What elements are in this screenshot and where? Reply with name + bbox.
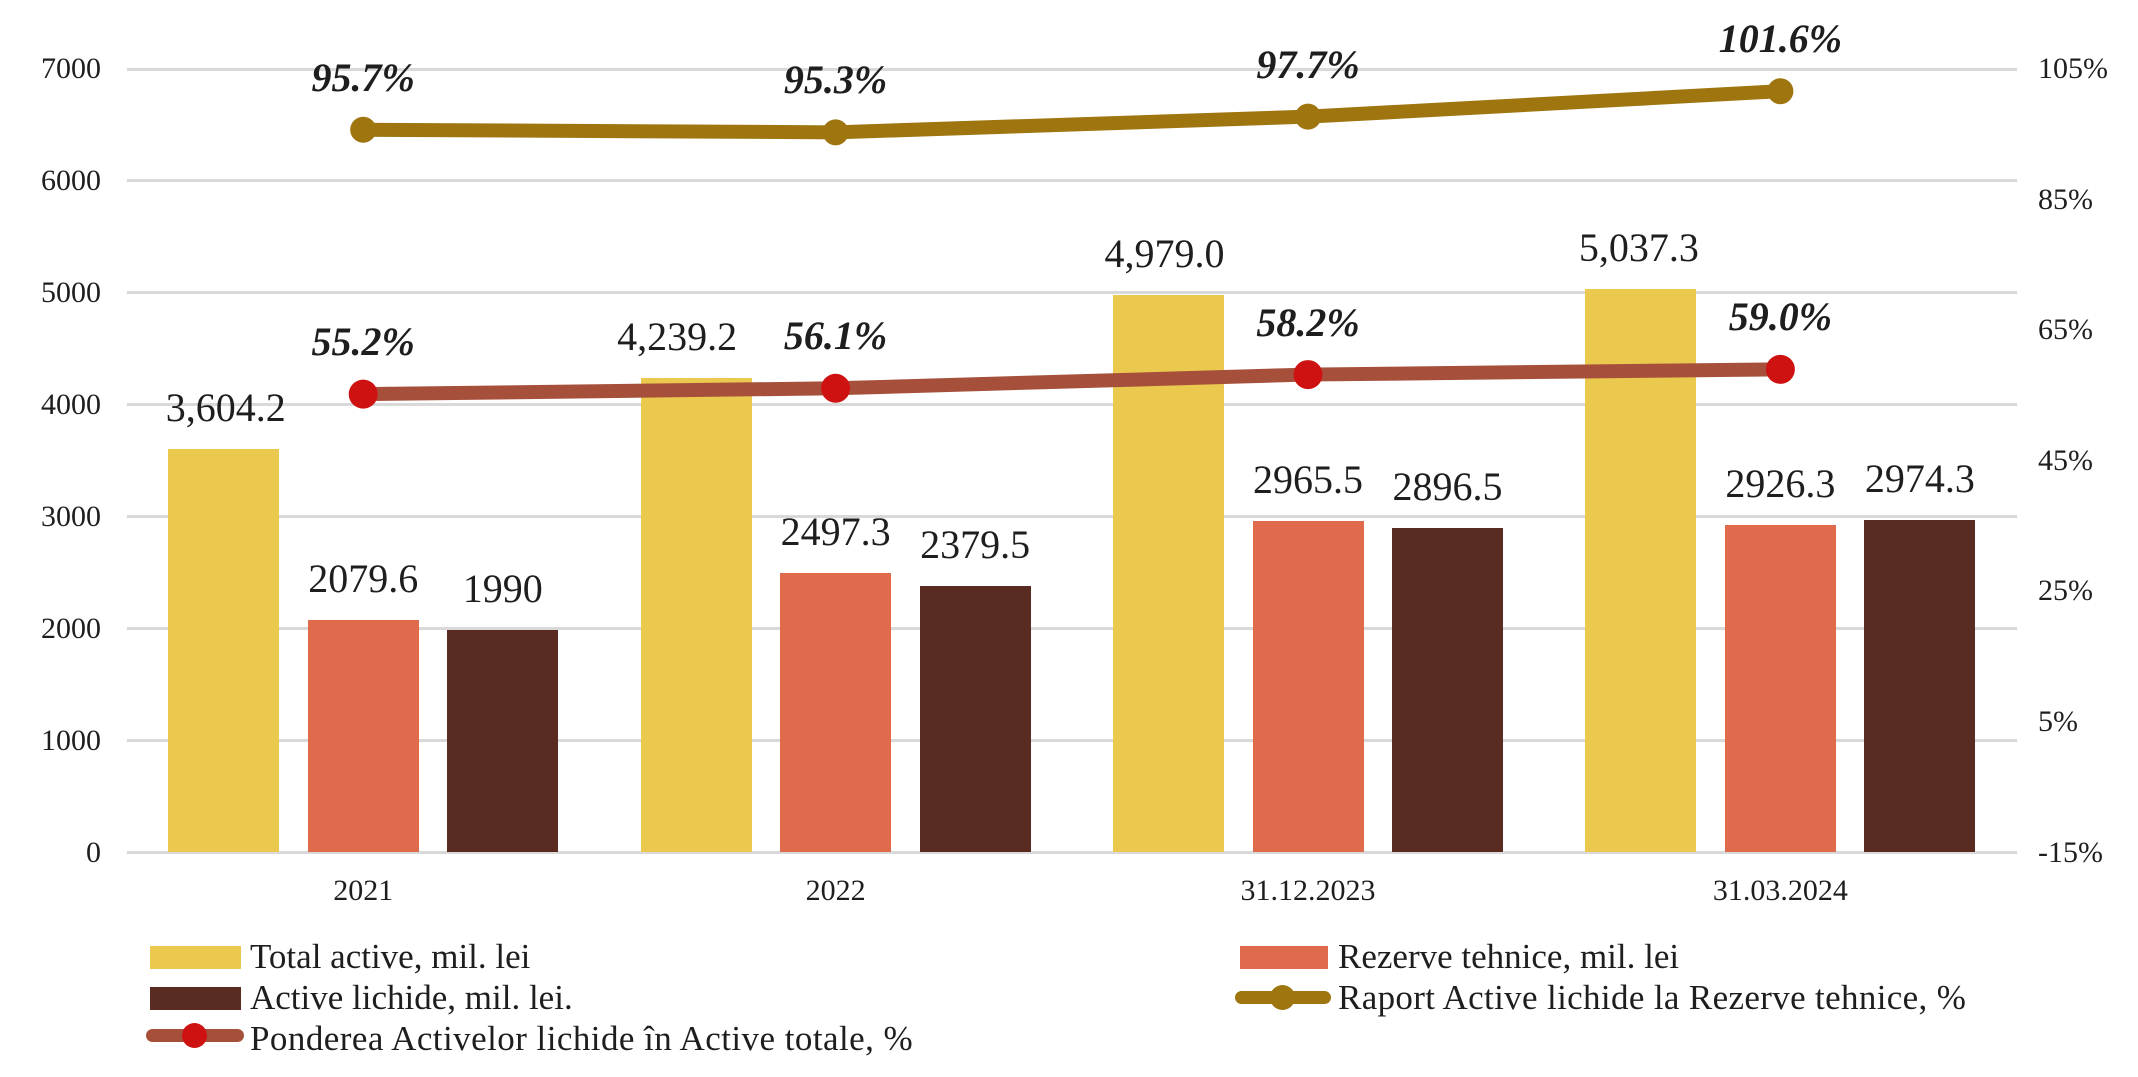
bar-label-active-lichide-31-12-2023: 2896.5: [1392, 464, 1503, 510]
gridline-2000: [127, 627, 2017, 631]
legend-dot-raport: [1270, 985, 1295, 1010]
legend-label-ponderea: Ponderea Activelor lichide în Active tot…: [250, 1018, 914, 1058]
xtick-2021: 2021: [333, 874, 394, 907]
gridline-6000: [127, 179, 2017, 183]
pct-label-raport-2021: 95.7%: [311, 54, 415, 100]
ytick-right-45: 45%: [2038, 443, 2093, 477]
gridline-5000: [127, 291, 2017, 295]
bar-total-active-31-12-2023: [1113, 295, 1224, 852]
legend-label-raport: Raport Active lichide la Rezerve tehnice…: [1338, 977, 1967, 1017]
ytick-right-25: 25%: [2038, 574, 2093, 608]
xtick-31-12-2023: 31.12.2023: [1240, 874, 1376, 907]
ytick-left-3000: 3000: [41, 499, 101, 533]
legend-swatch-total-active: [150, 946, 241, 969]
bar-rezerve-tehnice-31-12-2023: [1252, 520, 1364, 852]
gridline-4000: [127, 403, 2017, 407]
ytick-right-15: -15%: [2038, 835, 2103, 869]
ytick-left-2000: 2000: [41, 611, 101, 645]
ytick-left-1000: 1000: [41, 723, 101, 757]
bar-total-active-31-03-2024: [1585, 288, 1697, 852]
bar-rezerve-tehnice-31-03-2024: [1724, 524, 1836, 852]
bar-total-active-2021: [168, 449, 280, 852]
legend-label-total-active: Total active, mil. lei: [250, 936, 531, 976]
ytick-left-0: 0: [86, 835, 101, 869]
bar-total-active-2022: [640, 378, 752, 852]
pct-label-raport-31-03-2024: 101.6%: [1718, 16, 1843, 62]
ytick-left-6000: 6000: [41, 163, 101, 197]
bar-label-active-lichide-2022: 2379.5: [920, 522, 1031, 568]
bar-label-total-active-2021: 3,604.2: [165, 385, 286, 431]
pct-label-ponderea-2021: 55.2%: [311, 319, 415, 365]
ytick-right-105: 105%: [2038, 52, 2108, 85]
ytick-left-7000: 7000: [41, 52, 101, 85]
marker-ponderea-2022: [821, 373, 851, 403]
marker-raport-2021: [350, 116, 377, 143]
bar-active-lichide-2022: [919, 586, 1031, 852]
line-raport-active-lichide-la-rezerve-tehnice: [363, 84, 1781, 140]
marker-raport-31-12-2023: [1295, 103, 1321, 130]
ytick-right-5: 5%: [2038, 704, 2078, 738]
bar-label-total-active-31-12-2023: 4,979.0: [1104, 231, 1225, 277]
marker-ponderea-31-03-2024: [1765, 354, 1795, 384]
bar-label-rezerve-tehnice-2021: 2079.6: [308, 555, 419, 601]
gridline-1000: [127, 739, 2017, 743]
bar-label-total-active-2022: 4,239.2: [617, 314, 738, 360]
xtick-2022: 2022: [805, 874, 866, 907]
gridline-3000: [127, 515, 2017, 519]
bar-active-lichide-2021: [447, 629, 559, 852]
pct-label-ponderea-2022: 56.1%: [783, 313, 888, 359]
bar-label-rezerve-tehnice-2022: 2497.3: [780, 508, 891, 554]
marker-ponderea-31-12-2023: [1293, 360, 1323, 390]
marker-ponderea-2021: [348, 379, 378, 409]
legend-label-rezerve-tehnice: Rezerve tehnice, mil. lei: [1338, 936, 1680, 976]
marker-raport-31-03-2024: [1767, 78, 1794, 105]
bar-active-lichide-31-12-2023: [1392, 528, 1503, 852]
bar-active-lichide-31-03-2024: [1864, 519, 1976, 852]
pct-label-raport-31-12-2023: 97.7%: [1256, 41, 1360, 87]
gridline-7000: [127, 67, 2017, 71]
bar-label-rezerve-tehnice-31-12-2023: 2965.5: [1253, 456, 1363, 502]
xtick-31-03-2024: 31.03.2024: [1712, 874, 1848, 907]
marker-raport-2022: [822, 119, 849, 146]
bar-label-total-active-31-03-2024: 5,037.3: [1578, 224, 1699, 270]
bar-label-active-lichide-2021: 1990: [462, 565, 543, 611]
pct-label-raport-2022: 95.3%: [783, 57, 888, 103]
gridline-0: [127, 851, 2017, 854]
bar-rezerve-tehnice-2021: [307, 619, 419, 852]
ytick-right-65: 65%: [2038, 313, 2093, 347]
bar-rezerve-tehnice-2022: [780, 572, 892, 852]
legend-swatch-active-lichide: [150, 987, 241, 1010]
pct-label-ponderea-31-12-2023: 58.2%: [1256, 299, 1360, 345]
legend-dot-ponderea: [182, 1023, 207, 1048]
ytick-left-4000: 4000: [41, 387, 101, 421]
ytick-left-5000: 5000: [41, 275, 101, 309]
legend-swatch-rezerve-tehnice: [1240, 946, 1328, 969]
bar-label-active-lichide-31-03-2024: 2974.3: [1864, 455, 1975, 501]
bar-label-rezerve-tehnice-31-03-2024: 2926.3: [1725, 460, 1836, 506]
ytick-right-85: 85%: [2038, 182, 2093, 216]
pct-label-ponderea-31-03-2024: 59.0%: [1728, 294, 1833, 340]
line-ponderea-activelor-lichide-n-active-totale: [363, 362, 1781, 402]
legend-label-active-lichide: Active lichide, mil. lei.: [250, 977, 573, 1017]
